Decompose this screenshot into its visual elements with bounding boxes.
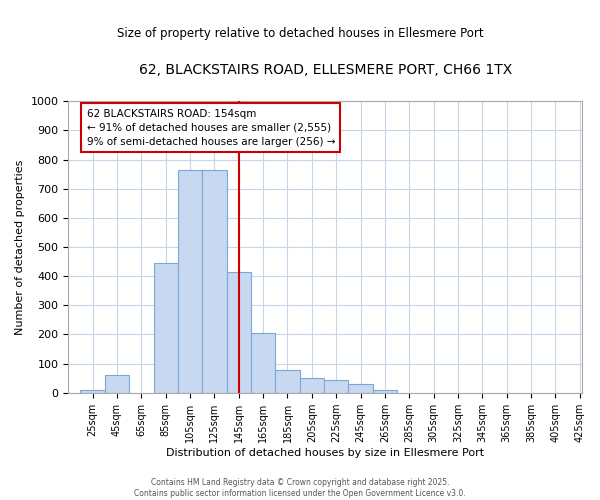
Bar [373,390,397,392]
X-axis label: Distribution of detached houses by size in Ellesmere Port: Distribution of detached houses by size … [166,448,484,458]
Y-axis label: Number of detached properties: Number of detached properties [15,160,25,334]
Bar [202,170,227,392]
Bar [324,380,349,392]
Bar [154,263,178,392]
Text: Size of property relative to detached houses in Ellesmere Port: Size of property relative to detached ho… [116,28,484,40]
Bar [275,370,299,392]
Bar [299,378,324,392]
Bar [178,170,202,392]
Bar [105,374,129,392]
Text: 62 BLACKSTAIRS ROAD: 154sqm
← 91% of detached houses are smaller (2,555)
9% of s: 62 BLACKSTAIRS ROAD: 154sqm ← 91% of det… [86,108,335,146]
Bar [227,272,251,392]
Bar [349,384,373,392]
Title: 62, BLACKSTAIRS ROAD, ELLESMERE PORT, CH66 1TX: 62, BLACKSTAIRS ROAD, ELLESMERE PORT, CH… [139,62,512,76]
Bar [251,334,275,392]
Text: Contains HM Land Registry data © Crown copyright and database right 2025.
Contai: Contains HM Land Registry data © Crown c… [134,478,466,498]
Bar [80,390,105,392]
